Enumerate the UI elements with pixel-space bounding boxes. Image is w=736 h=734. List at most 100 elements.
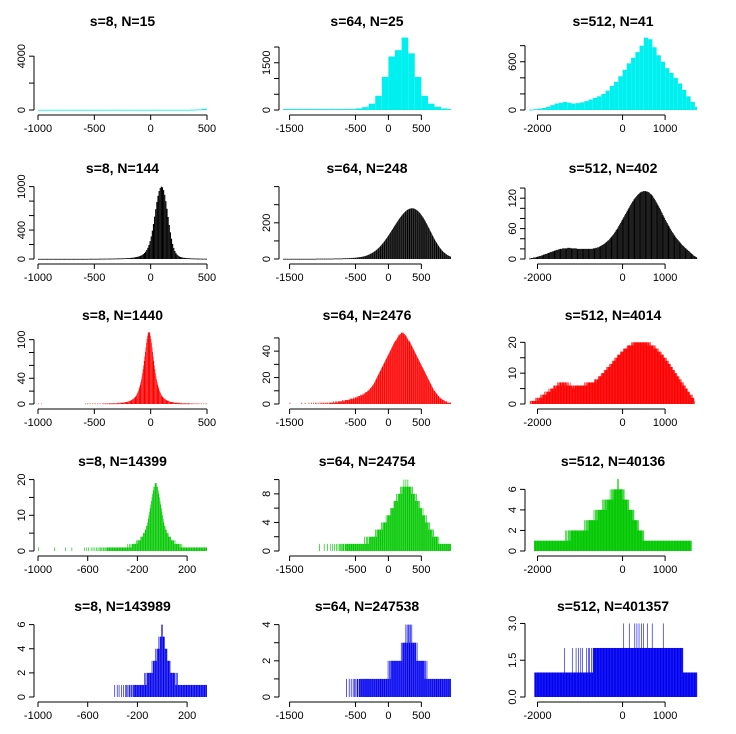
histogram-bar <box>628 509 629 551</box>
histogram-bar <box>203 547 204 551</box>
histogram-bar <box>97 547 99 551</box>
histogram-bar <box>569 382 571 404</box>
histogram-bar <box>339 543 340 551</box>
histogram-bar <box>560 672 562 697</box>
histogram-bar <box>151 342 152 404</box>
histogram-bar <box>575 530 576 551</box>
histogram-bar <box>572 385 574 404</box>
histogram-bar <box>174 672 176 697</box>
histogram-bar <box>594 509 596 551</box>
histogram-bar <box>668 540 670 551</box>
histogram-bar <box>38 258 40 260</box>
histogram-bar <box>675 647 677 697</box>
histogram-bar <box>172 672 174 697</box>
histogram-bar <box>38 547 39 551</box>
histogram-bar <box>371 678 373 697</box>
histogram-bar <box>402 642 403 697</box>
histogram-bar <box>608 499 610 551</box>
histogram-bar <box>605 509 607 551</box>
histogram-bar <box>601 509 602 551</box>
histogram-bar <box>606 499 608 551</box>
histogram-bar <box>394 341 395 404</box>
histogram-bar <box>123 258 125 260</box>
histogram-bar <box>153 360 155 404</box>
histogram-bar <box>420 508 421 551</box>
y-tick-label: 0 <box>507 401 519 407</box>
histogram-bar <box>555 385 556 404</box>
histogram-bar <box>669 73 674 110</box>
histogram-bar <box>561 540 562 551</box>
histogram-bar <box>660 540 662 551</box>
histogram-bar <box>354 543 356 551</box>
histogram-bar <box>425 221 426 259</box>
histogram-bars <box>534 623 698 697</box>
histogram-bar <box>419 660 421 697</box>
histogram-bar <box>108 258 111 260</box>
histogram-bar <box>627 345 629 404</box>
histogram-bar <box>542 394 544 404</box>
histogram-bar <box>577 672 578 697</box>
x-tick-label: -200 <box>126 710 148 722</box>
histogram-bar <box>554 540 556 551</box>
histogram-bar <box>636 520 637 551</box>
histogram-bar <box>383 678 385 697</box>
y-tick-label: 0 <box>16 256 28 262</box>
histogram-bar <box>447 255 448 259</box>
histogram-bar <box>542 672 543 697</box>
histogram-bar <box>672 540 673 551</box>
histogram-bar <box>198 684 199 697</box>
histogram-bar <box>146 342 147 404</box>
histogram-bar <box>435 678 437 697</box>
histogram-bar <box>684 540 686 551</box>
histogram-bar <box>340 401 342 404</box>
histogram-bar <box>124 684 126 697</box>
histogram-bar <box>47 258 49 260</box>
histogram-bar <box>340 543 342 551</box>
histogram-bar <box>101 547 102 551</box>
histogram-bar <box>296 109 303 110</box>
histogram-bar <box>177 543 178 551</box>
y-tick-label: 120 <box>507 189 519 207</box>
histogram-bar <box>615 489 617 551</box>
histogram-bar <box>148 672 150 697</box>
histogram-bar <box>609 238 611 259</box>
histogram-bar <box>614 647 615 697</box>
histogram-bar <box>663 647 664 697</box>
x-tick-label: -1500 <box>276 123 304 135</box>
histogram-bar <box>617 489 619 551</box>
histogram-bar <box>423 370 425 404</box>
histogram-bar <box>618 489 620 551</box>
histogram-bar <box>564 540 565 551</box>
histogram-bar <box>581 530 582 551</box>
y-tick-label: 40 <box>261 345 273 357</box>
histogram-bar <box>628 623 630 697</box>
histogram-bar <box>375 529 376 551</box>
histogram-bar <box>304 258 305 260</box>
histogram-bar <box>371 678 372 697</box>
histogram-bar <box>447 678 449 697</box>
histogram-bar <box>631 57 636 110</box>
histogram-bar <box>608 367 610 404</box>
histogram-bar <box>172 540 173 551</box>
histogram-bar <box>191 684 193 697</box>
histogram-bar <box>319 258 321 260</box>
histogram-bar <box>630 509 631 551</box>
histogram-bar <box>551 672 553 697</box>
histogram-bar <box>344 258 346 260</box>
histogram-bar <box>427 225 428 259</box>
histogram-bar <box>642 540 644 551</box>
histogram-bar <box>680 540 682 551</box>
y-tick-label: 0 <box>16 548 28 554</box>
histogram-bar <box>633 509 635 551</box>
histogram-bar <box>546 394 547 404</box>
y-tick-label: 600 <box>507 53 519 71</box>
histogram-bar <box>175 402 177 404</box>
histogram-bar <box>347 543 349 551</box>
histogram-bar <box>372 678 374 697</box>
histogram-bar <box>557 672 559 697</box>
histogram-bar <box>690 672 691 697</box>
histogram-bar <box>653 540 654 551</box>
histogram-bar <box>548 672 550 697</box>
histogram-bars <box>38 483 207 551</box>
histogram-bar <box>434 536 436 551</box>
